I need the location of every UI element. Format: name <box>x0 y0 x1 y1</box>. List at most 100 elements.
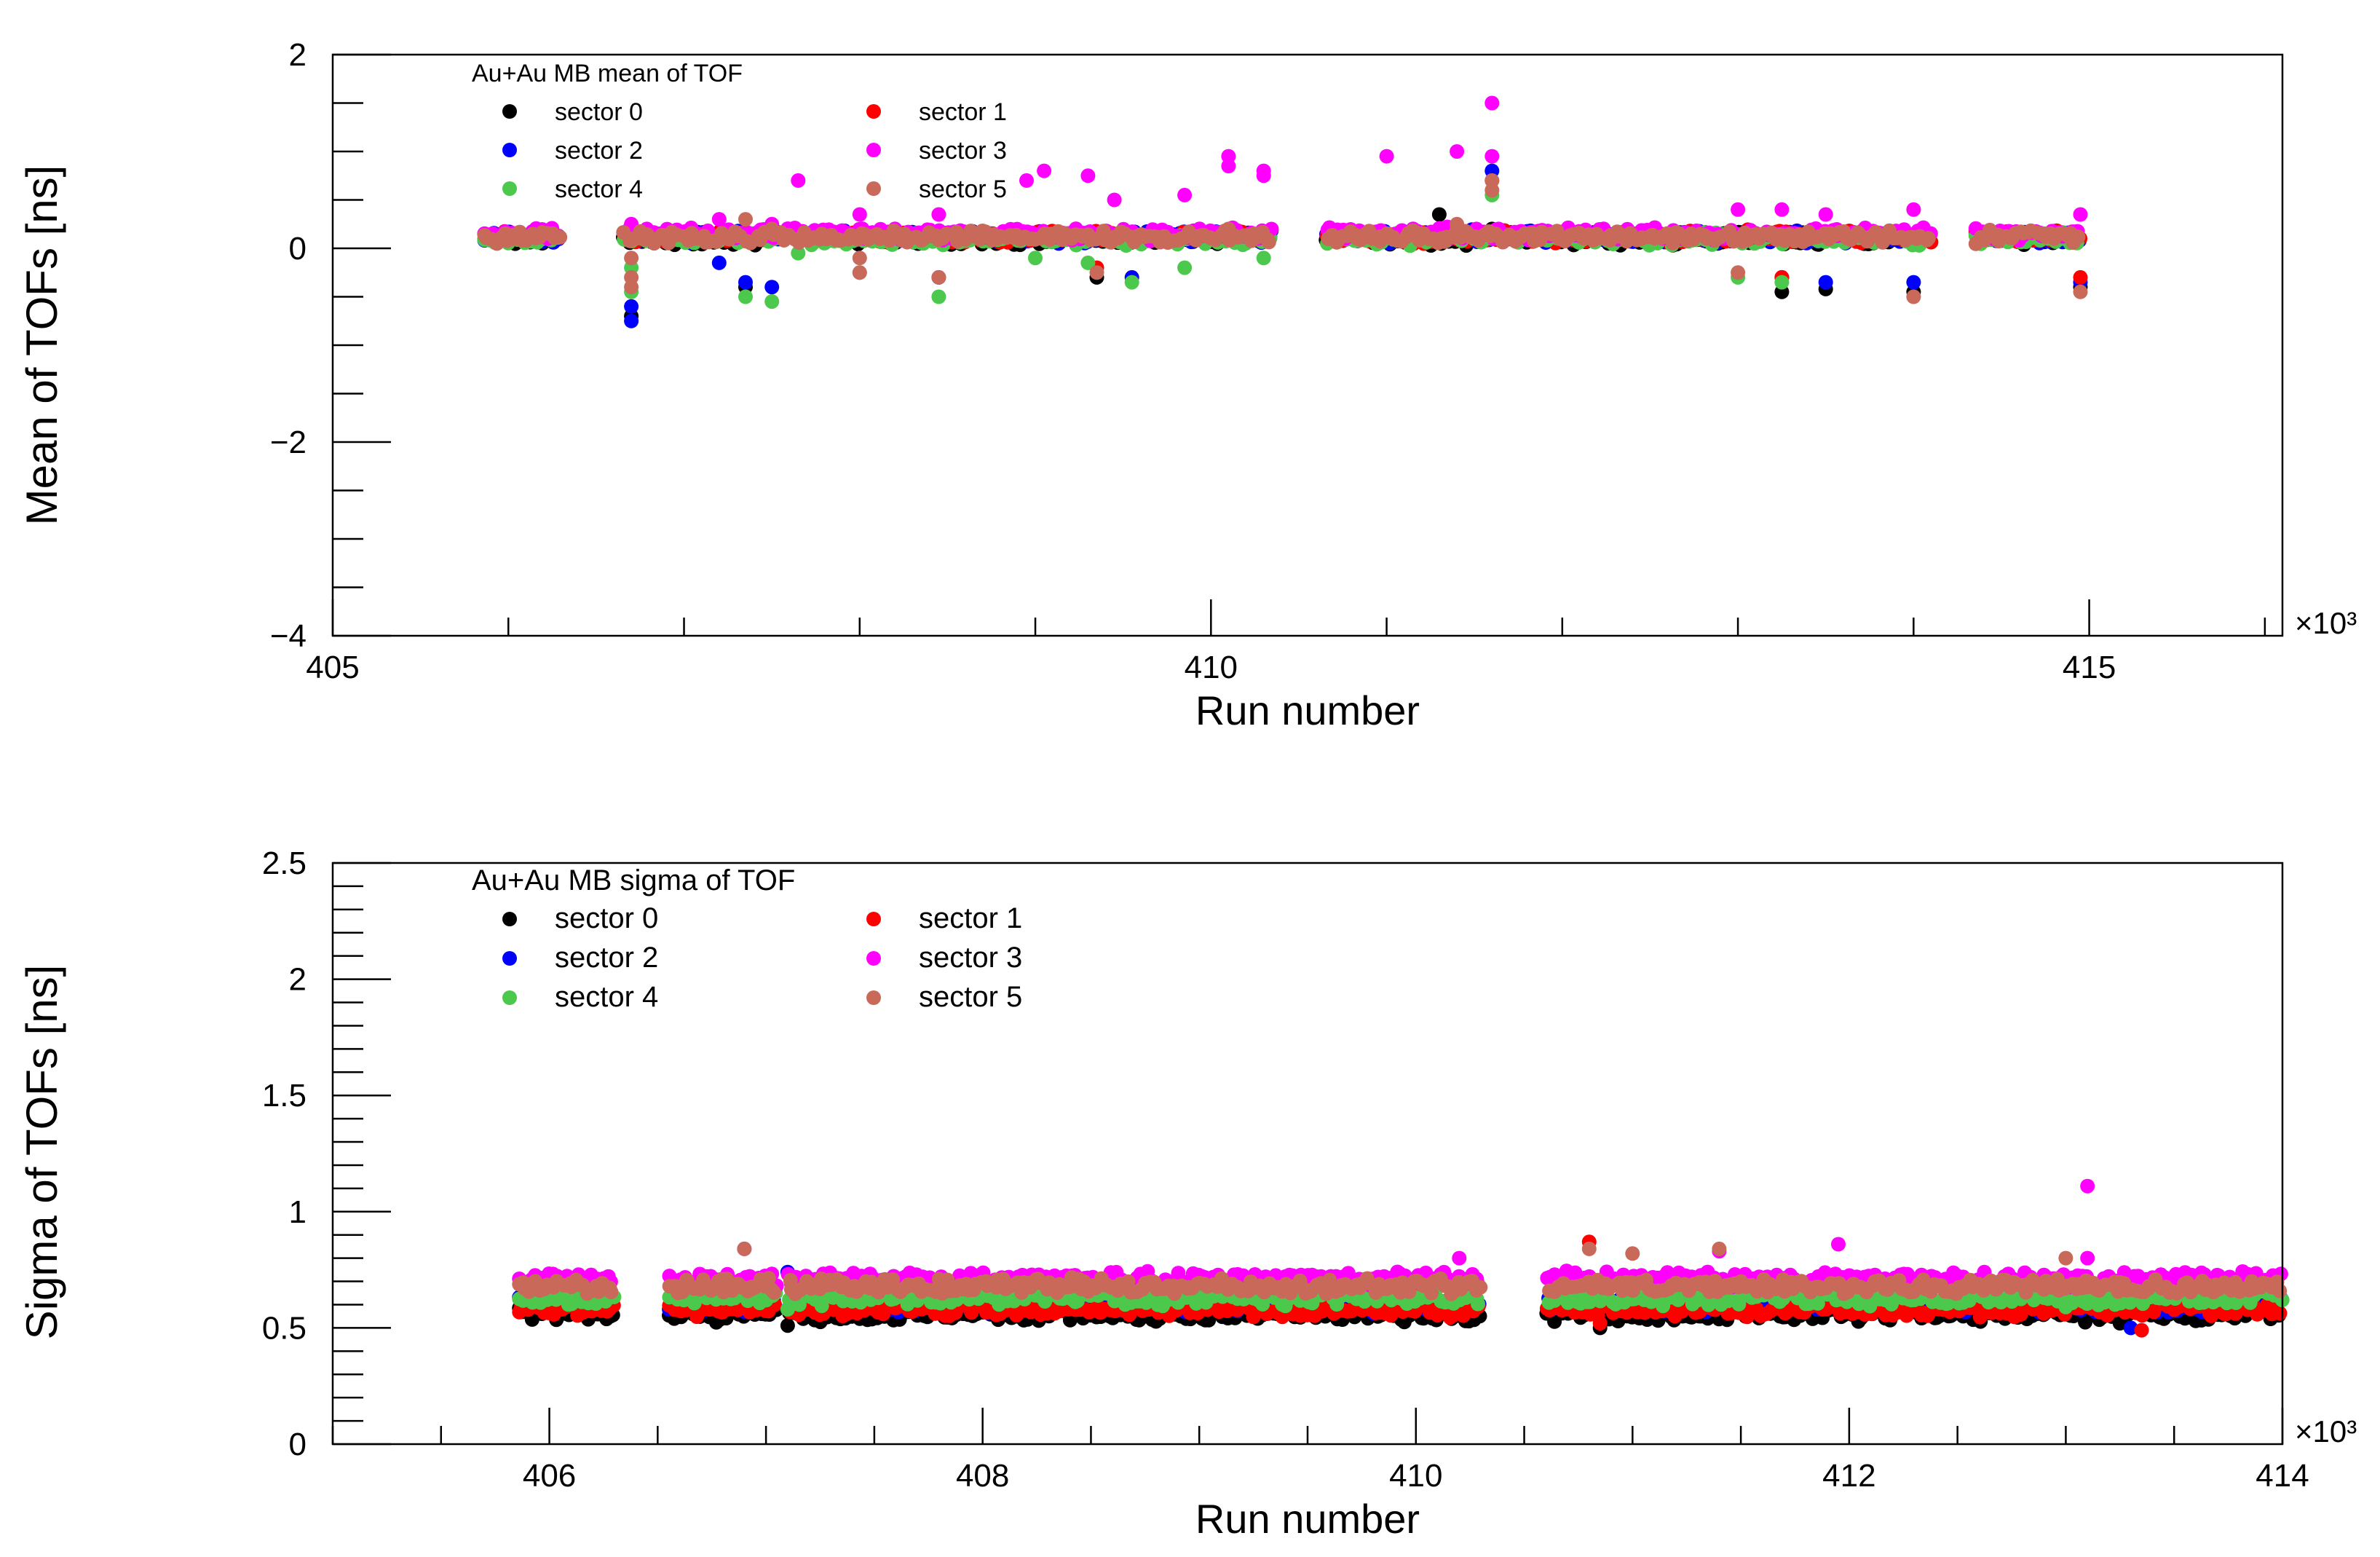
data-point <box>1177 187 1193 202</box>
data-point <box>738 212 753 227</box>
data-point <box>780 1301 795 1317</box>
mean-legend: Au+Au MB mean of TOF sector 0 sector 1 sec… <box>472 60 1007 203</box>
data-point <box>852 265 867 280</box>
data-point <box>1431 207 1447 222</box>
legend-label: sector 0 <box>555 98 643 126</box>
y-tick-label: −2 <box>270 425 307 460</box>
data-point <box>624 251 639 266</box>
mean-axis-ticks <box>331 53 2266 637</box>
data-point <box>1256 251 1271 266</box>
data-point <box>1471 1296 1485 1312</box>
data-point <box>931 269 946 285</box>
data-point <box>1450 144 1465 159</box>
legend-label: sector 3 <box>919 137 1007 165</box>
mean-x-multiplier: ×10³ <box>2295 606 2357 640</box>
data-point <box>2272 1306 2288 1321</box>
data-point <box>1906 202 1921 217</box>
x-tick-label: 415 <box>2063 650 2116 685</box>
data-point <box>780 1318 795 1333</box>
data-point <box>1379 149 1394 164</box>
data-point <box>791 245 806 261</box>
data-point <box>624 313 639 328</box>
data-point <box>764 280 780 295</box>
data-point <box>2080 1250 2095 1266</box>
data-point <box>1831 1237 1846 1252</box>
data-point <box>2080 1178 2095 1194</box>
legend-label: sector 5 <box>919 176 1007 203</box>
data-point <box>1774 275 1790 290</box>
data-point <box>1450 216 1465 232</box>
legend-marker <box>502 181 517 196</box>
data-point <box>1383 1308 1399 1323</box>
data-point <box>1221 221 1236 237</box>
data-point <box>931 207 946 222</box>
data-point <box>1124 275 1139 290</box>
data-point <box>1028 251 1043 266</box>
x-tick-label: 410 <box>1185 650 1238 685</box>
legend-entry: sector 0 <box>502 98 643 126</box>
x-tick-label: 405 <box>306 650 359 685</box>
data-point <box>1484 95 1500 111</box>
legend-marker <box>502 104 517 119</box>
legend-marker <box>502 143 517 157</box>
mean-points <box>477 95 2088 328</box>
data-point <box>2123 1320 2138 1336</box>
data-point <box>2079 1296 2095 1311</box>
legend-marker <box>866 181 881 196</box>
data-point <box>1731 202 1746 217</box>
data-point <box>1019 173 1034 188</box>
data-point <box>1473 1280 1488 1295</box>
data-point <box>738 289 753 304</box>
data-point <box>931 289 946 304</box>
sigma-panel: 406 408 410 412 414 00.511.522.5 ×10³ Run nu… <box>17 845 2357 1542</box>
data-point <box>1484 149 1500 164</box>
legend-marker <box>866 143 881 157</box>
y-tick-label: 2 <box>289 37 307 73</box>
mean-y-axis-title: Mean of TOFs [ns] <box>17 165 66 526</box>
y-tick-label: −4 <box>270 618 307 654</box>
data-point <box>764 294 780 310</box>
data-point <box>711 212 727 227</box>
data-point <box>1921 231 1936 246</box>
data-point <box>553 229 568 245</box>
data-point <box>2073 269 2088 285</box>
data-point <box>1221 159 1236 173</box>
y-tick-label: 0 <box>289 231 307 267</box>
data-point <box>624 280 639 295</box>
data-point <box>1906 275 1921 290</box>
data-point <box>1177 260 1193 275</box>
mean-legend-title: Au+Au MB mean of TOF <box>472 60 743 87</box>
data-point <box>1774 202 1790 217</box>
data-point <box>2058 1299 2073 1314</box>
data-point <box>738 275 753 290</box>
data-point <box>791 173 806 188</box>
data-point <box>2071 229 2086 245</box>
data-point <box>1080 255 1096 270</box>
legend-entry: sector 3 <box>866 137 1007 165</box>
data-point <box>1089 265 1104 280</box>
sigma-points <box>512 1178 2290 1338</box>
mean-y-tick-labels: −4 −2 0 2 <box>270 37 307 654</box>
legend-entry: sector 2 <box>502 137 643 165</box>
mean-panel: 405 410 415 −4 −2 0 2 ×10³ Run number Mean of… <box>17 37 2357 733</box>
data-point <box>2073 284 2088 299</box>
legend-label: sector 1 <box>919 98 1007 126</box>
legend-entry: sector 5 <box>866 176 1007 203</box>
data-point <box>2073 207 2088 222</box>
mean-x-axis-title: Run number <box>1195 687 1420 733</box>
legend-entry: sector 4 <box>502 176 643 203</box>
data-point <box>1484 173 1500 188</box>
data-point <box>1818 275 1833 290</box>
data-point <box>604 1285 619 1299</box>
mean-x-tick-labels: 405 410 415 <box>306 650 2116 685</box>
data-point <box>1731 265 1746 280</box>
data-point <box>1818 207 1833 222</box>
data-point <box>711 255 727 270</box>
data-point <box>1906 289 1921 304</box>
legend-marker <box>866 104 881 119</box>
data-point <box>1884 1296 1899 1312</box>
data-point <box>1037 163 1052 178</box>
data-point <box>2134 1323 2149 1338</box>
data-point <box>1080 168 1096 184</box>
data-point <box>1261 234 1276 250</box>
